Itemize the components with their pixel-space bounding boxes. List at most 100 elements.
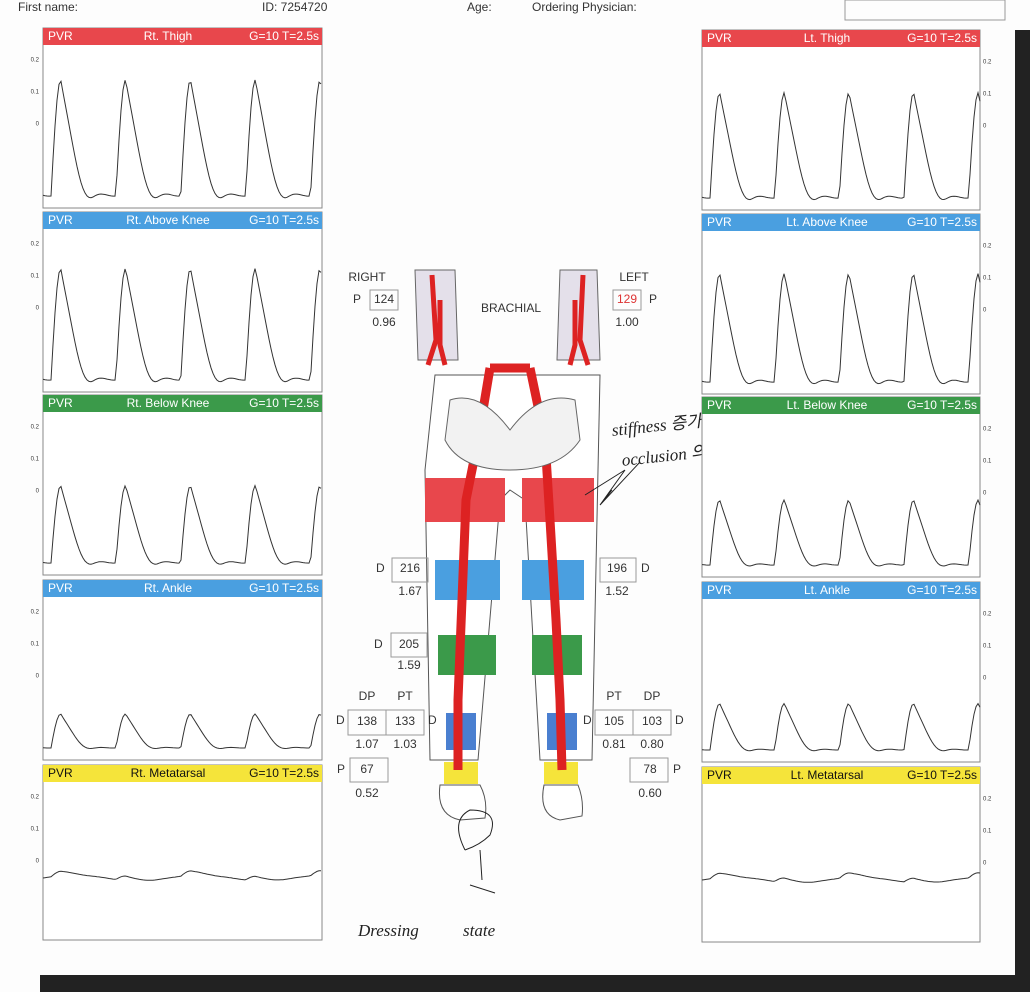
panel-label: PVR: [707, 768, 732, 782]
handwritten-note: Dressing state: [357, 921, 496, 940]
axis-label: 0.1: [983, 459, 992, 465]
code: D: [428, 713, 437, 727]
index: 1.67: [398, 584, 422, 598]
panel-settings: G=10 T=2.5s: [249, 29, 319, 43]
artery-label: PT: [397, 689, 413, 703]
panel-label: PVR: [48, 396, 73, 410]
panel-label: PVR: [707, 583, 732, 597]
panel-settings: G=10 T=2.5s: [249, 213, 319, 227]
index: 1.07: [355, 737, 379, 751]
panel-settings: G=10 T=2.5s: [249, 581, 319, 595]
panel-frame: [702, 214, 980, 394]
panel-frame: [43, 580, 322, 760]
pressure: 205: [399, 637, 419, 651]
first-name: First name:: [18, 0, 78, 14]
pvr-panel: PVRLt. Below KneeG=10 T=2.5s0.20.10: [702, 397, 992, 577]
code: D: [583, 713, 592, 727]
pressure: 216: [400, 561, 420, 575]
index: 1.59: [397, 658, 421, 672]
panel-label: PVR: [707, 31, 732, 45]
code: D: [374, 637, 383, 651]
pressure: 196: [607, 561, 627, 575]
panel-site: Rt. Ankle: [144, 581, 192, 595]
index: 0.96: [372, 315, 396, 329]
panel-frame: [43, 28, 322, 208]
axis-label: 0.2: [31, 425, 40, 431]
axis-label: 0.2: [983, 60, 992, 66]
pressure: 103: [642, 714, 662, 728]
pvr-panel: PVRRt. MetatarsalG=10 T=2.5s0.20.10: [31, 765, 322, 940]
pressure: 105: [604, 714, 624, 728]
axis-label: 0.1: [31, 642, 40, 648]
panel-label: PVR: [48, 213, 73, 227]
axis-label: 0.2: [983, 612, 992, 618]
index: 1.03: [393, 737, 417, 751]
artery-label: DP: [644, 689, 661, 703]
pvr-panel: PVRRt. Below KneeG=10 T=2.5s0.20.10: [31, 395, 322, 575]
code: D: [376, 561, 385, 575]
pressure: 133: [395, 714, 415, 728]
axis-label: 0.2: [31, 58, 40, 64]
panel-settings: G=10 T=2.5s: [907, 583, 977, 597]
pressure: 67: [360, 762, 374, 776]
code: D: [641, 561, 650, 575]
panel-frame: [43, 395, 322, 575]
pressure: 124: [374, 292, 394, 306]
axis-label: 0.1: [31, 90, 40, 96]
axis-label: 0.2: [31, 242, 40, 248]
axis-label: 0.1: [983, 829, 992, 835]
panel-site: Rt. Below Knee: [127, 396, 210, 410]
axis-label: 0.2: [31, 610, 40, 616]
panel-label: PVR: [48, 766, 73, 780]
panel-settings: G=10 T=2.5s: [907, 215, 977, 229]
code: P: [649, 292, 657, 306]
index: 0.60: [638, 786, 662, 800]
panel-label: PVR: [707, 215, 732, 229]
brachial-label: BRACHIAL: [481, 301, 541, 315]
panel-site: Rt. Thigh: [144, 29, 192, 43]
axis-label: 0.1: [983, 276, 992, 282]
pvr-panel: PVRRt. ThighG=10 T=2.5s0.20.10: [31, 28, 322, 208]
index: 1.52: [605, 584, 629, 598]
panel-settings: G=10 T=2.5s: [907, 31, 977, 45]
pressure: 78: [643, 762, 657, 776]
pvr-panel: PVRLt. ThighG=10 T=2.5s0.20.10: [702, 30, 992, 210]
panel-site: Lt. Metatarsal: [791, 768, 864, 782]
panel-site: Lt. Above Knee: [786, 215, 868, 229]
panel-settings: G=10 T=2.5s: [249, 396, 319, 410]
panel-site: Lt. Thigh: [804, 31, 850, 45]
axis-label: 0.2: [983, 797, 992, 803]
axis-label: 0.1: [31, 457, 40, 463]
panel-frame: [43, 212, 322, 392]
pvr-report: First name: ID: 7254720 Age: Ordering Ph…: [0, 0, 1030, 992]
panel-frame: [702, 30, 980, 210]
panel-site: Rt. Metatarsal: [131, 766, 206, 780]
panel-label: PVR: [707, 398, 732, 412]
artery-label: DP: [359, 689, 376, 703]
axis-label: 0.1: [983, 92, 992, 98]
panel-settings: G=10 T=2.5s: [249, 766, 319, 780]
pressure: 129: [617, 292, 637, 306]
code: P: [353, 292, 361, 306]
panel-frame: [43, 765, 322, 940]
code: D: [675, 713, 684, 727]
code: D: [336, 713, 345, 727]
axis-label: 0.2: [31, 795, 40, 801]
index: 0.81: [602, 737, 626, 751]
axis-label: 0.1: [31, 827, 40, 833]
axis-label: 0.1: [983, 644, 992, 650]
panel-settings: G=10 T=2.5s: [907, 768, 977, 782]
index: 0.80: [640, 737, 664, 751]
index: 0.52: [355, 786, 379, 800]
panel-label: PVR: [48, 581, 73, 595]
panel-frame: [702, 767, 980, 942]
axis-label: 0.2: [983, 244, 992, 250]
code: P: [673, 762, 681, 776]
pressure: 138: [357, 714, 377, 728]
side-label: LEFT: [619, 270, 649, 284]
side-label: RIGHT: [348, 270, 386, 284]
panel-site: Rt. Above Knee: [126, 213, 210, 227]
index: 1.00: [615, 315, 639, 329]
